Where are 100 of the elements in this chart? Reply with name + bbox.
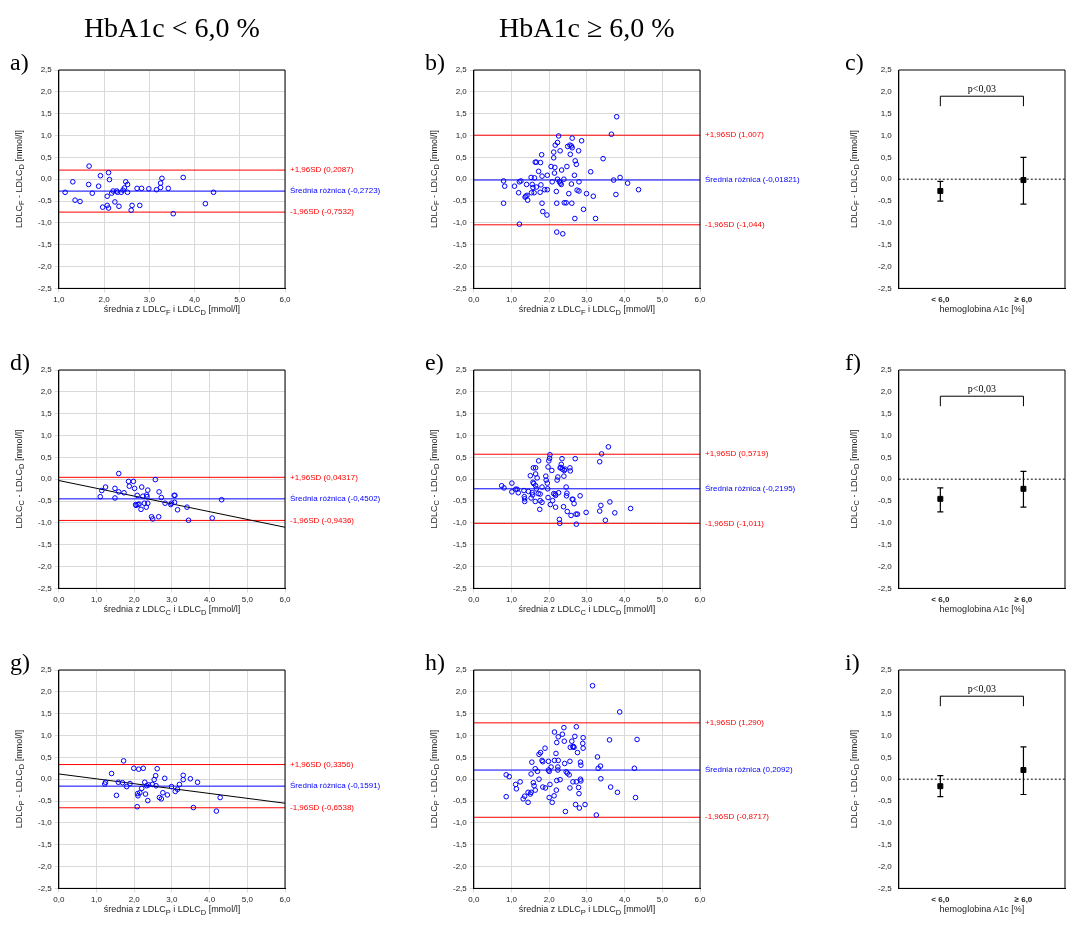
y-tick-label: 1,0 [880, 730, 893, 740]
y-tick-label: -1,0 [452, 818, 468, 828]
x-tick-label: 2,0 [128, 595, 141, 605]
y-tick-label: -2,5 [452, 283, 468, 293]
ref-line-label: Średnia różnica (-0,1591) [290, 781, 381, 791]
y-tick-label: 1,0 [880, 430, 893, 440]
x-tick-label: 2,0 [98, 295, 111, 305]
y-tick-label: -0,5 [37, 196, 53, 206]
y-tick-label: -2,0 [452, 861, 468, 871]
y-tick-label: 0,5 [455, 452, 468, 462]
y-tick-label: -2,5 [452, 583, 468, 593]
y-tick-label: 0,0 [40, 174, 53, 184]
ref-line-label: -1,96SD (-0,8717) [705, 812, 770, 822]
x-tick-label: < 6,0 [931, 595, 950, 605]
y-tick-label: -2,0 [37, 261, 53, 271]
x-tick-label: 0,0 [53, 595, 65, 605]
x-tick-label: 4,0 [619, 595, 631, 605]
y-tick-label: -2,0 [452, 561, 468, 571]
x-axis-title: średnia z LDLC$_{F}$ i LDLC$_{D}$ [mmol/l] [103, 304, 240, 318]
y-tick-label: -1,5 [877, 239, 893, 249]
x-tick-label: 3,0 [143, 295, 156, 305]
y-tick-label: 2,5 [455, 365, 468, 375]
ref-line-label: Średnia różnica (-0,2723) [290, 186, 381, 196]
y-tick-label: 2,0 [880, 387, 893, 397]
chart-title: a) [10, 49, 29, 75]
x-tick-label: 3,0 [581, 595, 593, 605]
y-tick-label: -2,5 [37, 883, 53, 893]
y-tick-label: 2,5 [880, 365, 893, 375]
y-tick-label: -2,0 [452, 261, 468, 271]
y-tick-label: 1,5 [455, 408, 468, 418]
y-tick-label: 1,0 [455, 730, 468, 740]
y-tick-label: -1,5 [877, 539, 893, 549]
y-tick-label: 2,5 [40, 65, 53, 75]
y-tick-label: -1,0 [877, 518, 893, 528]
x-tick-label: 1,0 [505, 295, 518, 305]
ref-line-label: -1,96SD (-0,7532) [290, 207, 355, 217]
x-tick-label: ≥ 6,0 [1014, 595, 1033, 605]
x-tick-label: 5,0 [656, 595, 669, 605]
y-tick-label: -1,0 [877, 218, 893, 228]
y-tick-label: 1,5 [40, 408, 53, 418]
x-tick-label: 0,0 [468, 595, 480, 605]
y-tick-label: -0,5 [37, 496, 53, 506]
y-tick-label: 2,5 [455, 65, 468, 75]
y-tick-label: 2,0 [40, 387, 53, 397]
y-tick-label: 2,5 [40, 365, 53, 375]
x-axis-title: średnia z LDLC$_{P}$ i LDLC$_{D}$ [mmol/l] [518, 904, 656, 918]
x-tick-label: 6,0 [694, 295, 707, 305]
y-tick-label: -2,5 [37, 283, 53, 293]
x-axis-title: średnia z LDLC$_{F}$ i LDLC$_{D}$ [mmol/l] [518, 304, 655, 318]
ref-line-label: +1,96SD (1,007) [705, 130, 765, 140]
x-tick-label: ≥ 6,0 [1014, 295, 1033, 305]
y-tick-label: 0,0 [455, 774, 468, 784]
ref-line-label: +1,96SD (0,5719) [705, 449, 769, 459]
x-axis-title: średnia z LDLC$_{P}$ i LDLC$_{D}$ [mmol/l] [103, 904, 241, 918]
y-tick-label: 1,5 [880, 408, 893, 418]
y-tick-label: 0,0 [40, 474, 53, 484]
x-tick-label: 5,0 [241, 595, 254, 605]
y-tick-label: -1,0 [877, 818, 893, 828]
chart-title: h) [425, 649, 445, 675]
ref-line-label: Średnia różnica (0,2092) [705, 765, 793, 775]
y-tick-label: 1,0 [455, 430, 468, 440]
y-tick-label: 0,5 [455, 752, 468, 762]
x-tick-label: 0,0 [468, 295, 480, 305]
y-tick-label: -2,5 [37, 583, 53, 593]
x-axis-title: hemoglobina A1c [%] [939, 304, 1025, 315]
x-tick-label: 0,0 [53, 895, 65, 905]
y-tick-label: 0,0 [40, 774, 53, 784]
annotation: p<0,03 [967, 382, 996, 394]
y-tick-label: -2,0 [37, 861, 53, 871]
x-tick-label: 4,0 [204, 595, 216, 605]
y-tick-label: 0,5 [455, 152, 468, 162]
y-tick-label: 2,0 [455, 687, 468, 697]
chart-title: e) [425, 349, 444, 375]
x-tick-label: 1,0 [90, 895, 103, 905]
y-tick-label: 0,0 [455, 474, 468, 484]
text: HbA1c ≥ 6,0 % [499, 12, 675, 43]
y-tick-label: -2,5 [452, 883, 468, 893]
y-tick-label: 2,0 [880, 687, 893, 697]
chart-title: b) [425, 49, 445, 75]
x-tick-label: 5,0 [656, 895, 669, 905]
x-tick-label: 4,0 [204, 895, 216, 905]
y-tick-label: 0,5 [880, 752, 893, 762]
x-axis-title: hemoglobina A1c [%] [939, 904, 1025, 915]
text: HbA1c < 6,0 % [83, 12, 260, 43]
y-tick-label: 1,5 [880, 108, 893, 118]
y-tick-label: -2,0 [877, 261, 893, 271]
ref-line-label: -1,96SD (-1,044) [705, 220, 765, 230]
x-axis-title: średnia z LDLC$_{C}$ i LDLC$_{D}$ [mmol/l] [103, 604, 241, 618]
ref-line-label: -1,96SD (-0,9436) [290, 515, 355, 525]
x-axis-title: hemoglobina A1c [%] [939, 604, 1025, 615]
y-tick-label: -2,0 [877, 861, 893, 871]
y-tick-label: -1,5 [37, 839, 53, 849]
x-tick-label: 1,0 [53, 295, 65, 305]
y-tick-label: -0,5 [452, 496, 468, 506]
x-tick-label: 2,0 [128, 895, 141, 905]
y-tick-label: 2,5 [880, 665, 893, 675]
y-tick-label: -0,5 [877, 196, 893, 206]
y-tick-label: 2,5 [455, 665, 468, 675]
x-tick-label: 4,0 [188, 295, 201, 305]
y-tick-label: 1,5 [455, 708, 468, 718]
